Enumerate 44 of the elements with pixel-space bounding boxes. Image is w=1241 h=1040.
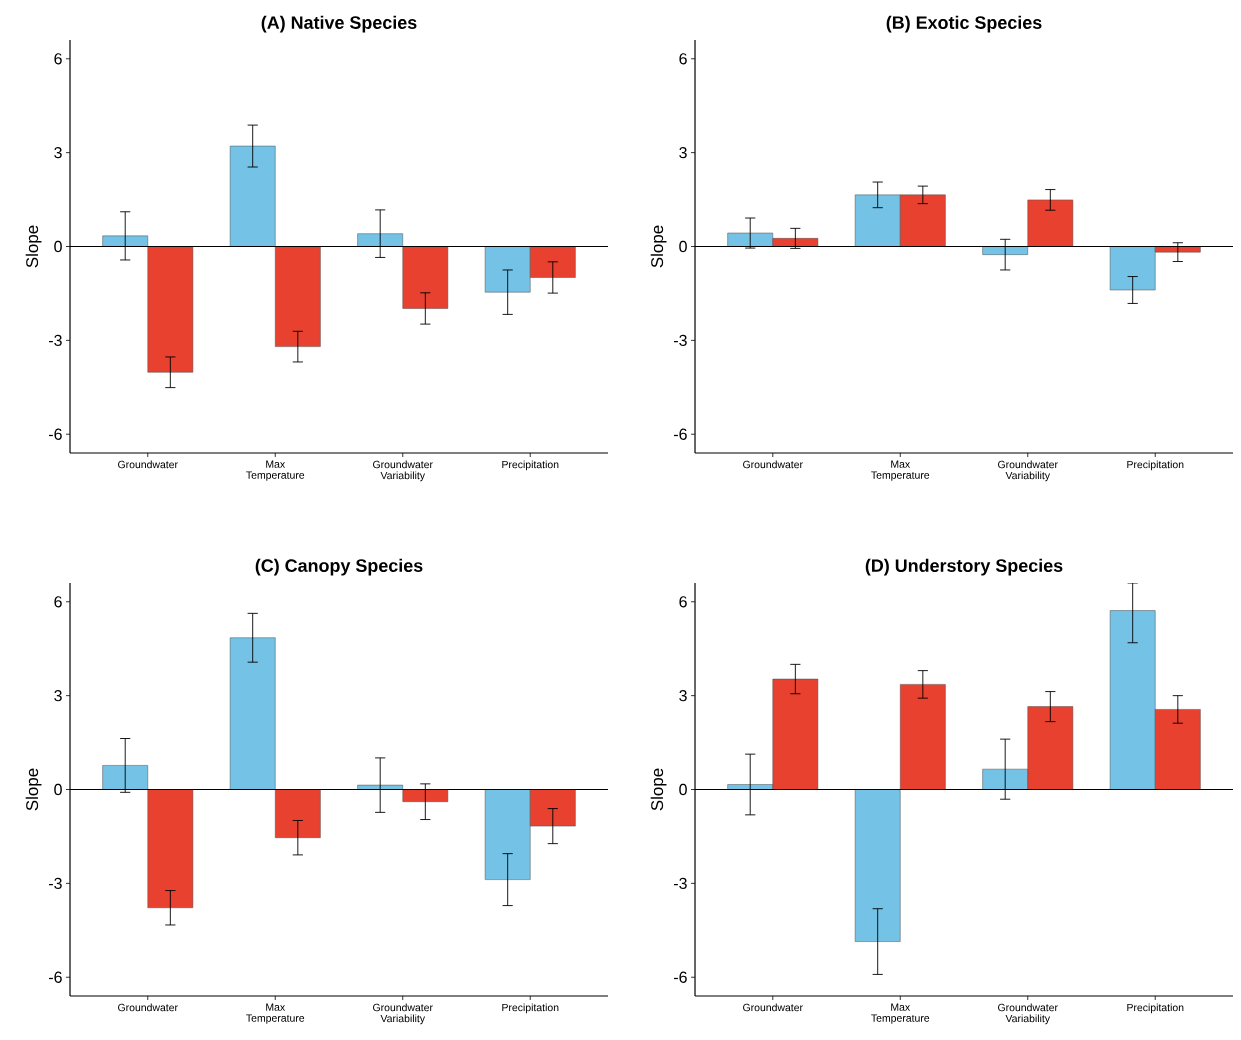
chart-title: (A) Native Species <box>261 15 417 33</box>
y-axis-title: Slope <box>25 768 42 811</box>
y-axis-title: Slope <box>650 225 667 268</box>
chart-title: (B) Exotic Species <box>886 15 1042 33</box>
x-tick-label: Max Temperature <box>246 460 305 481</box>
y-tick-label: 3 <box>54 690 62 702</box>
y-tick-label: 0 <box>679 783 687 796</box>
y-axis-title: Slope <box>650 768 667 811</box>
x-tick-label: Precipitation <box>502 460 559 471</box>
y-tick-label: 3 <box>679 147 687 159</box>
x-tick-label: Groundwater <box>743 460 803 469</box>
x-tick-label: Groundwater Variability <box>998 460 1058 482</box>
y-tick-label: -3 <box>674 877 687 890</box>
y-tick-label: 0 <box>54 240 62 253</box>
y-tick-label: -6 <box>49 428 62 440</box>
x-tick-label: Max Temperature <box>246 1003 305 1024</box>
y-tick-label: 0 <box>54 783 62 796</box>
x-tick-label: Max Temperature <box>871 1003 930 1024</box>
x-tick-label: Groundwater <box>118 1003 178 1012</box>
x-tick-label: Groundwater <box>118 460 178 469</box>
y-tick-label: -3 <box>674 334 687 347</box>
y-tick-label: -6 <box>674 971 687 983</box>
x-tick-label: Groundwater Variability <box>373 1003 433 1025</box>
x-tick-label: Max Temperature <box>871 460 930 481</box>
x-tick-label: Groundwater Variability <box>373 460 433 482</box>
x-tick-label: Precipitation <box>1127 460 1184 471</box>
y-tick-label: 6 <box>54 53 62 65</box>
y-tick-label: -6 <box>49 971 62 983</box>
x-tick-label: Groundwater Variability <box>998 1003 1058 1025</box>
y-tick-label: -6 <box>674 428 687 440</box>
y-tick-label: 0 <box>679 240 687 253</box>
y-tick-label: 3 <box>679 690 687 702</box>
chart-title: (D) Understory Species <box>865 558 1063 576</box>
y-axis-title: Slope <box>25 225 42 268</box>
y-tick-label: -3 <box>49 334 62 347</box>
x-tick-label: Precipitation <box>502 1003 559 1014</box>
x-tick-label: Precipitation <box>1127 1003 1184 1014</box>
y-tick-label: 6 <box>679 596 687 608</box>
y-tick-label: 6 <box>54 596 62 608</box>
chart-title: (C) Canopy Species <box>255 558 423 576</box>
x-tick-label: Groundwater <box>743 1003 803 1012</box>
y-tick-label: 6 <box>679 53 687 65</box>
y-tick-label: 3 <box>54 147 62 159</box>
y-tick-label: -3 <box>49 877 62 890</box>
